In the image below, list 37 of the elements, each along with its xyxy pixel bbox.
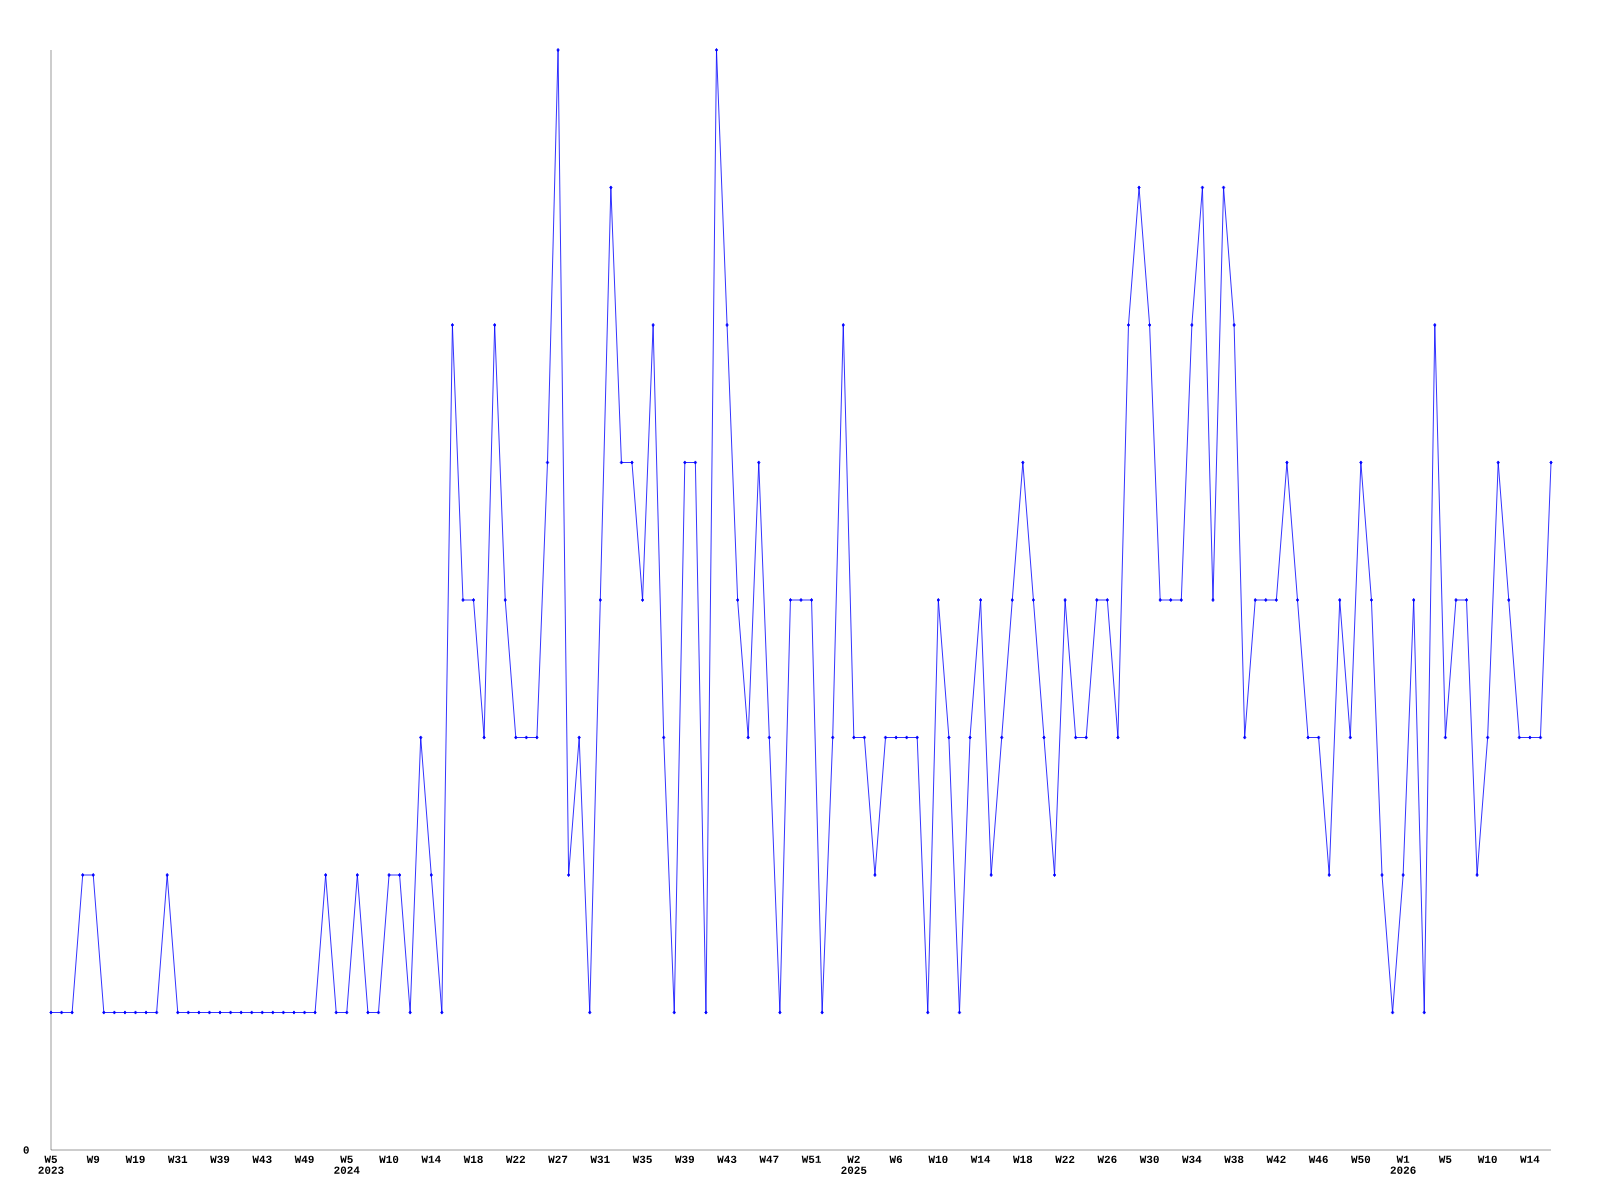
x-tick-label: W14 [1520,1155,1540,1163]
x-tick-label: W51 [801,1155,821,1163]
x-tick-label: W19 [125,1155,145,1164]
x-tick-label: W10 [1477,1155,1497,1164]
x-tick-label: W1 2026 [1390,1155,1416,1174]
x-tick-label: W31 [167,1155,188,1164]
x-tick-label: W31 [590,1155,610,1164]
x-tick-label: W49 [294,1155,314,1164]
x-tick-label: W22 [505,1155,526,1163]
x-tick-label: W39 [674,1155,695,1164]
x-tick-label: W18 [1012,1155,1033,1164]
x-tick-label: W14 [970,1155,991,1163]
x-tick-label: W34 [1182,1155,1202,1164]
x-tick-label: W2 2025 [841,1155,867,1175]
x-tick-label: W35 [632,1155,652,1164]
x-tick-label: W6 [889,1155,903,1164]
x-tick-label: W43 [717,1155,737,1164]
x-tick-label: W46 [1308,1155,1328,1164]
x-tick-label: W18 [463,1155,483,1164]
x-tick-label: W42 [1266,1155,1286,1163]
x-tick-label: W50 [1351,1155,1371,1164]
x-tick-label: W27 [548,1155,568,1163]
x-tick-label: W9 [86,1155,100,1164]
x-tick-label: W39 [210,1155,230,1164]
x-tick-label: W5 2023 [38,1155,64,1174]
x-tick-label: W38 [1224,1155,1244,1164]
x-tick-label: W26 [1097,1155,1117,1164]
x-tick-label: W10 [928,1155,948,1164]
x-tick-label: W10 [379,1155,399,1164]
x-tick-label: W43 [252,1155,272,1164]
x-tick-label: W14 [421,1155,441,1163]
x-tick-label: W5 [1438,1155,1452,1163]
x-tick-label: W47 [759,1155,779,1163]
x-tick-label: W5 2024 [334,1155,360,1174]
x-tick-label: W22 [1055,1155,1075,1163]
x-tick-label: W30 [1139,1155,1159,1164]
text: 0 [23,1146,29,1154]
